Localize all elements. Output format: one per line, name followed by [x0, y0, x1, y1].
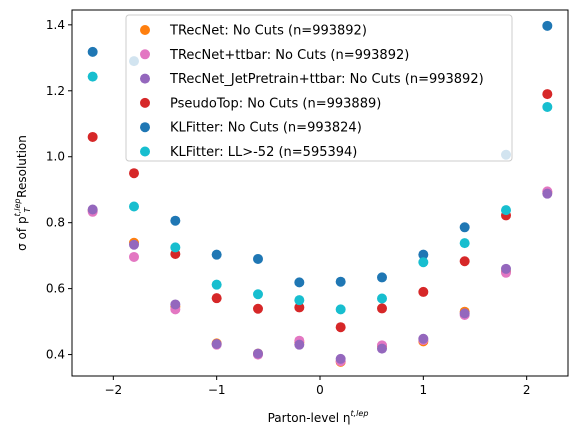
x-tick-label: 0 — [316, 383, 324, 397]
data-point-s3-8 — [418, 286, 429, 297]
data-point-s3-7 — [377, 303, 387, 314]
x-axis-label: Parton-level ηt,lep — [268, 409, 369, 425]
data-point-s5-0 — [87, 71, 98, 82]
x-tick-label: −1 — [208, 383, 226, 397]
data-points — [87, 20, 553, 367]
legend-box — [125, 14, 513, 162]
legend-marker — [140, 73, 150, 84]
data-point-s2-5 — [294, 339, 305, 350]
data-point-s3-9 — [459, 256, 470, 267]
legend-label: TRecNet+ttbar: No Cuts (n=993892) — [169, 48, 409, 63]
data-point-s2-1 — [129, 239, 139, 250]
data-point-s3-1 — [129, 168, 139, 179]
data-point-s2-9 — [459, 308, 470, 319]
y-tick-label: 1.2 — [46, 84, 65, 98]
data-point-s4-0 — [87, 46, 98, 57]
data-point-s2-6 — [335, 353, 346, 364]
data-point-s5-2 — [170, 242, 181, 253]
y-axis-label: σ of pt,lepT Resolution — [13, 135, 32, 251]
legend-marker — [140, 49, 150, 60]
data-point-s5-8 — [418, 257, 429, 268]
data-point-s4-11 — [542, 20, 553, 31]
data-point-s2-0 — [87, 204, 98, 215]
data-point-s4-5 — [294, 277, 305, 288]
data-point-s4-3 — [211, 249, 222, 260]
data-point-s2-3 — [211, 339, 222, 350]
y-axis: 0.4 0.6 0.8 1.0 1.2 1.4 — [46, 18, 72, 362]
data-point-s2-4 — [253, 348, 263, 359]
data-point-s3-0 — [87, 131, 98, 142]
data-point-s5-4 — [253, 289, 263, 300]
legend-marker — [140, 97, 150, 108]
legend-label: KLFitter: LL>-52 (n=595394) — [170, 145, 357, 160]
data-point-s4-2 — [170, 215, 181, 226]
x-tick-label: 2 — [523, 383, 531, 397]
data-point-s1-1 — [129, 251, 139, 262]
data-point-s2-8 — [418, 333, 429, 344]
data-point-s5-1 — [129, 201, 139, 212]
data-point-s5-5 — [294, 295, 305, 306]
y-tick-label: 0.4 — [46, 348, 65, 362]
legend-label: TRecNet: No Cuts (n=993892) — [169, 24, 367, 39]
data-point-s3-11 — [542, 89, 553, 100]
y-tick-label: 0.6 — [46, 282, 65, 296]
x-axis: −2 −1 0 1 2 — [104, 376, 530, 397]
data-point-s2-11 — [542, 188, 553, 199]
x-tick-label: −2 — [104, 383, 122, 397]
data-point-s5-9 — [459, 238, 470, 249]
data-point-s4-9 — [459, 222, 470, 233]
data-point-s5-10 — [501, 205, 511, 216]
y-tick-label: 1.4 — [46, 18, 65, 32]
legend-label: PseudoTop: No Cuts (n=993889) — [170, 96, 381, 111]
data-point-s2-7 — [377, 343, 387, 354]
legend-label: KLFitter: No Cuts (n=993824) — [170, 121, 362, 136]
data-point-s3-4 — [253, 303, 263, 314]
data-point-s5-7 — [377, 293, 387, 304]
legend-label: TRecNet_JetPretrain+ttbar: No Cuts (n=99… — [169, 72, 484, 87]
x-tick-label: 1 — [420, 383, 428, 397]
data-point-s5-3 — [211, 279, 222, 290]
data-point-s4-6 — [335, 276, 346, 287]
data-point-s3-3 — [211, 293, 222, 304]
y-tick-label: 0.8 — [46, 216, 65, 230]
legend: TRecNet: No Cuts (n=993892) TRecNet+ttbar… — [125, 14, 513, 162]
data-point-s2-2 — [170, 299, 181, 310]
data-point-s5-11 — [542, 101, 553, 112]
data-point-s3-6 — [335, 322, 346, 333]
data-point-s4-8 — [418, 249, 429, 260]
legend-marker — [140, 25, 150, 35]
data-point-s2-10 — [501, 263, 511, 274]
data-point-s5-6 — [335, 304, 346, 315]
y-tick-label: 1.0 — [46, 150, 65, 164]
legend-marker — [140, 122, 150, 133]
data-point-s4-7 — [377, 272, 387, 283]
data-point-s3-5 — [294, 302, 305, 313]
legend-marker — [140, 146, 150, 157]
data-point-s4-4 — [253, 253, 263, 264]
